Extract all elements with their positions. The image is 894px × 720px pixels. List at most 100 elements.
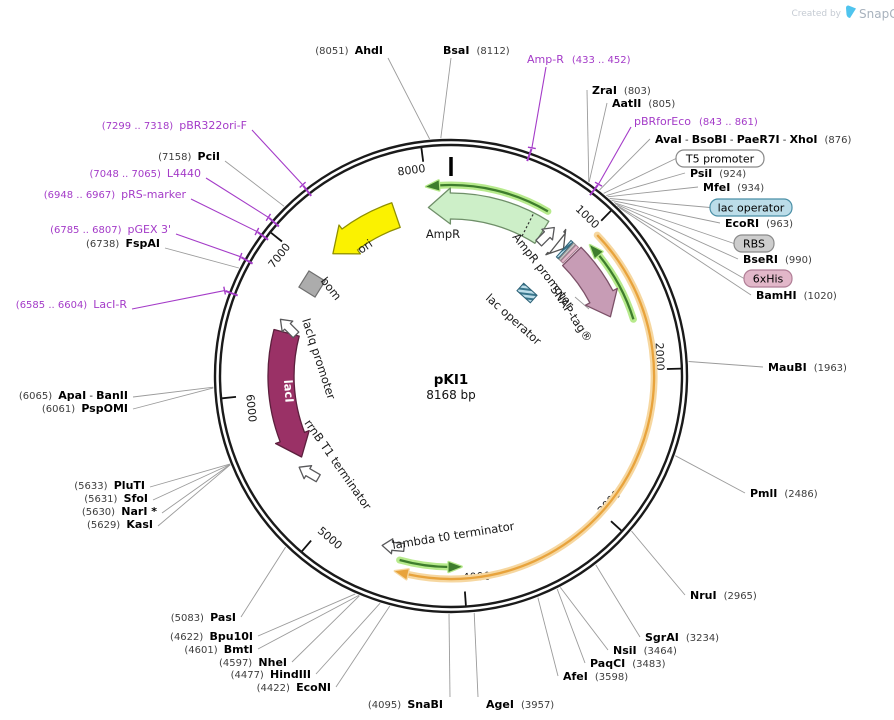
- enzyme-label-nsii[interactable]: NsiI (3464): [613, 644, 677, 657]
- primer-label-amp-r[interactable]: Amp-R (433 .. 452): [527, 53, 631, 66]
- feature-ori[interactable]: [332, 202, 401, 255]
- leader-line-MauBI: [688, 361, 764, 368]
- enzyme-label-nrui[interactable]: NruI (2965): [690, 589, 757, 602]
- enzyme-label-avai[interactable]: AvaI - BsoBI - PaeR7I - XhoI (876): [655, 133, 852, 146]
- leader-line-EcoRI: [611, 199, 721, 224]
- enzyme-label-psii[interactable]: PsiI (924): [690, 167, 746, 180]
- primer-label-laci-r[interactable]: (6585 .. 6604) LacI-R: [16, 298, 128, 311]
- leader-line-BsaI: [440, 57, 452, 139]
- leader-line-PluTI: [149, 463, 231, 488]
- orf-arrowhead-2: [588, 243, 604, 260]
- primer-leader-pGEX-3-: [175, 233, 241, 258]
- watermark-brand: SnapGene: [859, 7, 894, 21]
- inner-label-lac-operator: lac operator: [483, 291, 544, 348]
- enzyme-label-sgrai[interactable]: SgrAI (3234): [645, 631, 719, 644]
- enzyme-label-bamhi[interactable]: BamHI (1020): [756, 289, 837, 302]
- enzyme-label-sfoi[interactable]: (5631) SfoI: [84, 492, 148, 505]
- enzyme-label-agei[interactable]: AgeI (3957): [486, 698, 554, 711]
- feature-lac-operator-detached[interactable]: [516, 282, 538, 304]
- tick-label-5000: 5000: [315, 524, 345, 552]
- enzyme-label-econi[interactable]: (4422) EcoNI: [257, 681, 331, 694]
- tick-3000: [610, 520, 622, 532]
- leader-line-KasI: [157, 464, 231, 527]
- backbone-ring: [213, 138, 689, 614]
- glyph-rrnb-t1-terminator[interactable]: [295, 461, 322, 485]
- feature-rbs[interactable]: [558, 242, 577, 262]
- enzyme-label-hindiii[interactable]: (4477) HindIII: [231, 668, 311, 681]
- promoter-terminator-glyphs: [275, 222, 559, 555]
- snapgene-watermark: Created by SnapGene: [791, 5, 894, 21]
- primer-label-prs-marker[interactable]: (6948 .. 6967) pRS-marker: [44, 188, 187, 201]
- enzyme-label-paqci[interactable]: PaqCI (3483): [590, 657, 666, 670]
- enzyme-label-pmli[interactable]: PmlI (2486): [750, 487, 818, 500]
- feature-bom[interactable]: [298, 270, 326, 298]
- boxed-label-t5-promoter[interactable]: [675, 149, 765, 168]
- leader-line-PasI: [240, 546, 286, 618]
- glyph-lambda-t0-terminator[interactable]: [381, 538, 406, 555]
- enzyme-label-pcii[interactable]: (7158) PciI: [158, 150, 220, 163]
- feature-6xhis[interactable]: [560, 244, 580, 264]
- enzyme-label-pluti[interactable]: (5633) PluTI: [74, 479, 145, 492]
- outer-site-labels: (8051) AhdI BsaI (8112) (7158) PciI (6738) F…: [16, 44, 852, 711]
- enzyme-label-pasi[interactable]: (5083) PasI: [171, 611, 236, 624]
- primer-label-pbr322ori-f[interactable]: (7299 .. 7318) pBR322ori-F: [102, 119, 247, 132]
- enzyme-label-pspomi[interactable]: (6061) PspOMI: [42, 402, 128, 415]
- enzyme-label-bseri[interactable]: BseRI (990): [743, 253, 812, 266]
- leader-line-RBS: [613, 202, 735, 244]
- orf-core-2: [597, 254, 635, 320]
- primer-leader-Amp-R: [531, 66, 547, 148]
- leader-line-SnaBI: [448, 613, 451, 698]
- enzyme-label-ecori[interactable]: EcoRI (963): [725, 217, 793, 230]
- enzyme-label-zrai[interactable]: ZraI (803): [592, 84, 651, 97]
- leader-line-EcoNI: [335, 605, 391, 688]
- leader-line-SgrAI: [595, 564, 641, 638]
- feature-t5-promoter[interactable]: [545, 228, 567, 256]
- plasmid-name: pKI1: [434, 372, 469, 388]
- leader-line-NheI: [291, 595, 360, 663]
- enzyme-label-snabi[interactable]: (4095) SnaBI: [368, 698, 443, 711]
- boxed-label-rbs[interactable]: [733, 234, 775, 253]
- orf-arrowhead-0: [393, 568, 410, 581]
- enzyme-label-fspai[interactable]: (6738) FspAI: [86, 237, 160, 250]
- inner-label-rrnb-t1-terminator: rrnB T1 terminator: [302, 417, 375, 513]
- inner-label-bom: bom: [318, 274, 345, 303]
- glyph-ampr-promoter[interactable]: [533, 222, 559, 248]
- enzyme-label-ahdi[interactable]: (8051) AhdI: [315, 44, 383, 57]
- enzyme-label-apai[interactable]: (6065) ApaI - BanII: [19, 389, 128, 402]
- feature-laci[interactable]: [267, 328, 310, 458]
- snapgene-logo-icon: [846, 5, 856, 18]
- primer-leader-pRS-marker: [190, 198, 258, 232]
- leader-line-AatII: [588, 102, 608, 183]
- enzyme-label-mfei[interactable]: MfeI (934): [703, 181, 764, 194]
- feature-snap-tag-[interactable]: [561, 246, 618, 318]
- enzyme-label-bsai[interactable]: BsaI (8112): [443, 44, 510, 57]
- enzyme-label-bpu10i[interactable]: (4622) Bpu10I: [170, 630, 253, 643]
- tick-8000: [420, 147, 425, 162]
- leader-line-MfeI: [607, 186, 699, 198]
- primer-leader-pBR322ori-F: [251, 129, 304, 186]
- enzyme-label-maubi[interactable]: MauBI (1963): [768, 361, 847, 374]
- feature-lac-operator[interactable]: [555, 239, 574, 260]
- leader-line-BseRI: [615, 203, 739, 260]
- leader-line-AvaI: [599, 138, 651, 191]
- glyph-laciq-promoter[interactable]: [275, 314, 301, 340]
- enzyme-label-kasi[interactable]: (5629) KasI: [87, 518, 153, 531]
- tick-4000: [464, 591, 467, 606]
- enzyme-label-nhei[interactable]: (4597) NheI: [219, 656, 287, 669]
- leader-line-PaqCI: [556, 588, 586, 664]
- enzyme-label-nari[interactable]: (5630) NarI *: [82, 505, 157, 518]
- enzyme-label-bmti[interactable]: (4601) BmtI: [184, 643, 253, 656]
- boxed-label-lac-operator[interactable]: [709, 198, 793, 217]
- inner-label-ampr: AmpR: [426, 227, 460, 241]
- boxed-label-6xhis[interactable]: [743, 269, 793, 288]
- primer-label-pbrforeco[interactable]: pBRforEco (843 .. 861): [634, 115, 758, 128]
- feature-ampr[interactable]: [427, 187, 550, 244]
- enzyme-label-afei[interactable]: AfeI (3598): [563, 670, 628, 683]
- enzyme-label-aatii[interactable]: AatII (805): [612, 97, 675, 110]
- primer-leader-cap: [527, 146, 536, 150]
- primer-label-l4440[interactable]: (7048 .. 7065) L4440: [89, 167, 201, 180]
- tick-6000: [222, 396, 237, 400]
- inner-label-laciq-promoter: lacIq promoter: [299, 317, 338, 402]
- primer-label-pgex-3-[interactable]: (6785 .. 6807) pGEX 3': [50, 223, 171, 236]
